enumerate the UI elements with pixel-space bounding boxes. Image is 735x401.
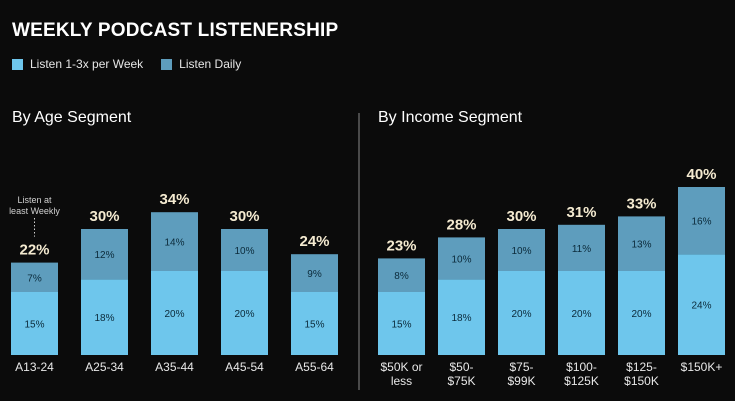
income-bar-weekly-0 [378, 292, 425, 355]
income-category-label-3-line2: $125K [564, 374, 599, 388]
income-bar-daily-4 [618, 216, 665, 271]
income-category-label-4-line2: $150K [624, 374, 659, 388]
income-category-label-1: $50- [449, 360, 473, 374]
age-label-daily-4: 9% [307, 269, 322, 280]
age-label-weekly-0: 15% [24, 320, 44, 331]
age-bar-weekly-2 [151, 271, 198, 355]
age-label-weekly-3: 20% [234, 309, 254, 320]
age-label-daily-3: 10% [234, 246, 254, 257]
income-total-label-4: 33% [626, 195, 656, 212]
age-label-weekly-1: 18% [94, 313, 114, 324]
age-total-label-3: 30% [229, 208, 259, 225]
income-category-label-4: $125- [626, 360, 657, 374]
age-bar-weekly-3 [221, 271, 268, 355]
legend-label-daily: Listen Daily [179, 57, 242, 71]
income-bar-daily-0 [378, 258, 425, 292]
age-total-label-1: 30% [89, 208, 119, 225]
income-label-weekly-0: 15% [391, 320, 411, 331]
income-category-label-3: $100- [566, 360, 597, 374]
age-panel-title: By Age Segment [12, 109, 132, 126]
income-category-label-1-line2: $75K [447, 374, 475, 388]
legend-label-weekly: Listen 1-3x per Week [30, 57, 144, 71]
income-label-weekly-3: 20% [571, 309, 591, 320]
age-bar-weekly-1 [81, 279, 128, 355]
legend-swatch-daily [161, 58, 173, 70]
income-bar-weekly-2 [498, 271, 545, 355]
age-label-daily-0: 7% [27, 273, 42, 284]
age-category-label-0: A13-24 [15, 360, 54, 374]
age-label-daily-2: 14% [164, 238, 184, 249]
age-label-daily-1: 12% [94, 250, 114, 261]
annotation-line-1: Listen at [17, 195, 52, 205]
income-label-daily-0: 8% [394, 271, 409, 282]
income-total-label-2: 30% [506, 208, 536, 225]
age-category-label-2: A35-44 [155, 360, 194, 374]
legend-item-weekly: Listen 1-3x per Week [12, 57, 143, 71]
legend: Listen 1-3x per Week Listen Daily [12, 57, 259, 71]
income-category-label-2-line2: $99K [507, 374, 535, 388]
legend-item-daily: Listen Daily [161, 57, 241, 71]
income-bar-weekly-4 [618, 271, 665, 355]
income-label-daily-3: 11% [572, 244, 591, 255]
income-total-label-3: 31% [566, 204, 596, 221]
income-bar-weekly-5 [678, 254, 725, 355]
age-total-label-4: 24% [299, 233, 329, 250]
age-bar-weekly-0 [11, 292, 58, 355]
age-total-label-2: 34% [159, 191, 189, 208]
income-label-weekly-2: 20% [511, 309, 531, 320]
income-bar-daily-5 [678, 187, 725, 255]
age-category-label-3: A45-54 [225, 360, 264, 374]
age-category-label-1: A25-34 [85, 360, 124, 374]
age-bar-daily-4 [291, 254, 338, 292]
income-total-label-5: 40% [686, 166, 716, 183]
income-category-label-0: $50K or [380, 360, 422, 374]
income-bar-weekly-3 [558, 271, 605, 355]
age-bar-daily-0 [11, 262, 58, 292]
age-bar-daily-1 [81, 229, 128, 280]
income-label-daily-2: 10% [511, 246, 531, 257]
income-label-daily-4: 13% [631, 240, 651, 251]
income-total-label-1: 28% [446, 216, 476, 233]
income-category-label-0-line2: less [391, 374, 412, 388]
age-bar-daily-2 [151, 212, 198, 271]
income-label-daily-1: 10% [451, 254, 471, 265]
chart-title: WEEKLY PODCAST LISTENERSHIP [12, 20, 339, 41]
income-bar-daily-3 [558, 224, 605, 271]
income-total-label-0: 23% [386, 237, 416, 254]
income-category-label-5: $150K+ [681, 360, 723, 374]
income-label-weekly-1: 18% [451, 313, 471, 324]
age-bar-weekly-4 [291, 292, 338, 355]
age-bar-daily-3 [221, 229, 268, 271]
legend-swatch-weekly [12, 58, 23, 70]
income-label-weekly-4: 20% [631, 309, 651, 320]
income-bar-daily-1 [438, 237, 485, 280]
annotation-line-2: least Weekly [9, 206, 60, 216]
age-label-weekly-4: 15% [304, 320, 324, 331]
income-bar-weekly-1 [438, 279, 485, 355]
income-panel-title: By Income Segment [378, 109, 523, 126]
income-category-label-2: $75- [509, 360, 533, 374]
income-label-weekly-5: 24% [691, 301, 711, 312]
income-bar-daily-2 [498, 229, 545, 271]
age-total-label-0: 22% [19, 242, 49, 259]
income-label-daily-5: 16% [691, 217, 711, 228]
age-category-label-4: A55-64 [295, 360, 334, 374]
age-label-weekly-2: 20% [164, 309, 184, 320]
